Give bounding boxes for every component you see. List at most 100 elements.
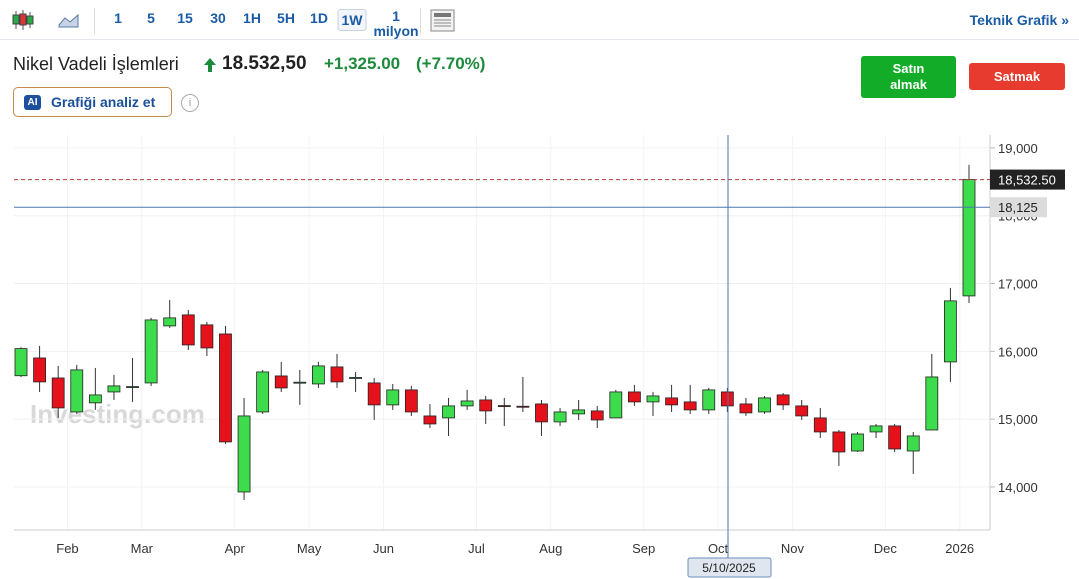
candle-body [739, 403, 753, 414]
interval-button[interactable]: 1D [310, 10, 328, 26]
buy-button[interactable]: Satın almak [861, 56, 956, 98]
x-tick-label: May [297, 541, 322, 556]
candle-body [14, 348, 28, 377]
y-tick-label: 17,000 [998, 277, 1038, 292]
last-price-label: 18,532.50 [998, 173, 1056, 188]
toolbar: Teknik Grafik » 1 5 15 30 1H 5H 1D 1W 1 milyon [0, 0, 1079, 40]
candle-body [386, 389, 400, 406]
candle-body [590, 410, 604, 421]
candle-body [88, 394, 102, 404]
technical-chart-link[interactable]: Teknik Grafik » [969, 12, 1069, 28]
separator [94, 8, 95, 34]
candle-body [553, 411, 567, 423]
candle-body [869, 425, 883, 433]
candle-body [70, 369, 84, 413]
x-tick-label: Oct [708, 541, 729, 556]
x-tick-label: Mar [131, 541, 154, 556]
candle-body [126, 386, 139, 388]
candle-body [423, 415, 437, 425]
candle-body [479, 399, 493, 412]
candle-body [832, 431, 846, 453]
x-tick-label: Dec [874, 541, 898, 556]
change-percent: (+7.70%) [416, 54, 486, 73]
crosshair-x-box [687, 557, 772, 578]
candle-body [200, 324, 214, 349]
instrument-name: Nikel Vadeli İşlemleri [13, 54, 179, 74]
candle-body [962, 179, 976, 297]
candle-body [181, 314, 195, 346]
candle-body [609, 391, 623, 419]
candle-body [702, 389, 716, 411]
y-tick-label: 14,000 [998, 480, 1038, 495]
candle-body [944, 300, 957, 363]
candle-body [851, 433, 864, 452]
interval-button[interactable]: 30 [210, 10, 226, 26]
candle-body [628, 391, 641, 403]
x-tick-label: Nov [781, 541, 805, 556]
y-tick-label: 15,000 [998, 412, 1038, 427]
candle-body [535, 403, 548, 423]
separator [420, 8, 421, 34]
x-tick-label: 2026 [945, 541, 974, 556]
x-tick-label: Aug [539, 541, 562, 556]
change: +1,325.00 [324, 54, 401, 73]
candle-body [572, 409, 586, 415]
x-tick-label: Jul [468, 541, 485, 556]
candle-body [758, 397, 771, 413]
interval-button[interactable]: 5 [147, 10, 155, 26]
y-tick-label: 16,000 [998, 344, 1038, 359]
interval-button[interactable]: 15 [177, 10, 193, 26]
crosshair-y-box [990, 197, 1047, 218]
last-price-box [990, 169, 1065, 190]
info-icon[interactable]: i [181, 94, 199, 112]
ai-badge: AI [24, 94, 41, 110]
candle-body [404, 389, 418, 413]
sell-button[interactable]: Satmak [969, 63, 1065, 90]
candle-body [516, 405, 530, 408]
up-arrow [204, 58, 216, 72]
crosshair-y-label: 18,125 [998, 200, 1038, 215]
candle-body [925, 376, 939, 431]
candle-body [813, 417, 827, 433]
interval-button[interactable]: 1 [114, 10, 122, 26]
candle-body [888, 425, 902, 450]
interval-button[interactable]: 1W [337, 9, 367, 31]
candle-body [219, 333, 232, 443]
interval-button[interactable]: 1 milyon [373, 8, 419, 39]
candle-body [256, 371, 270, 413]
price: 18.532,50 [222, 53, 307, 74]
candle-body [144, 319, 158, 384]
candle-body [460, 400, 474, 407]
interval-button[interactable]: 5H [277, 10, 295, 26]
news-icon[interactable] [430, 9, 456, 33]
candle-body [33, 357, 46, 383]
crosshair-x-label: 5/10/2025 [702, 561, 756, 575]
ai-analyze-button[interactable]: AI Grafiği analiz et [13, 87, 172, 117]
candle-body [776, 394, 790, 406]
candle-body [51, 377, 65, 409]
candle-body [330, 366, 344, 383]
x-tick-label: Sep [632, 541, 655, 556]
candle-body [665, 397, 678, 406]
x-tick-label: Jun [373, 541, 394, 556]
candle-icon[interactable] [10, 8, 36, 32]
candle-body [107, 385, 121, 393]
line-icon[interactable] [57, 10, 81, 30]
candle-body [349, 377, 362, 379]
x-tick-label: Feb [56, 541, 78, 556]
candle-body [497, 405, 511, 407]
candle-body [293, 381, 307, 384]
x-tick-label: Apr [225, 541, 246, 556]
candle-body [274, 375, 288, 389]
candle-body [795, 405, 809, 417]
candle-body [646, 395, 660, 403]
candle-body [683, 401, 697, 411]
candle-body [163, 317, 177, 327]
interval-button[interactable]: 1H [243, 10, 261, 26]
candle-body [442, 405, 455, 419]
candle-body [312, 365, 325, 385]
y-tick-label: 19,000 [998, 141, 1038, 156]
ai-button-label: Grafiği analiz et [51, 94, 156, 110]
